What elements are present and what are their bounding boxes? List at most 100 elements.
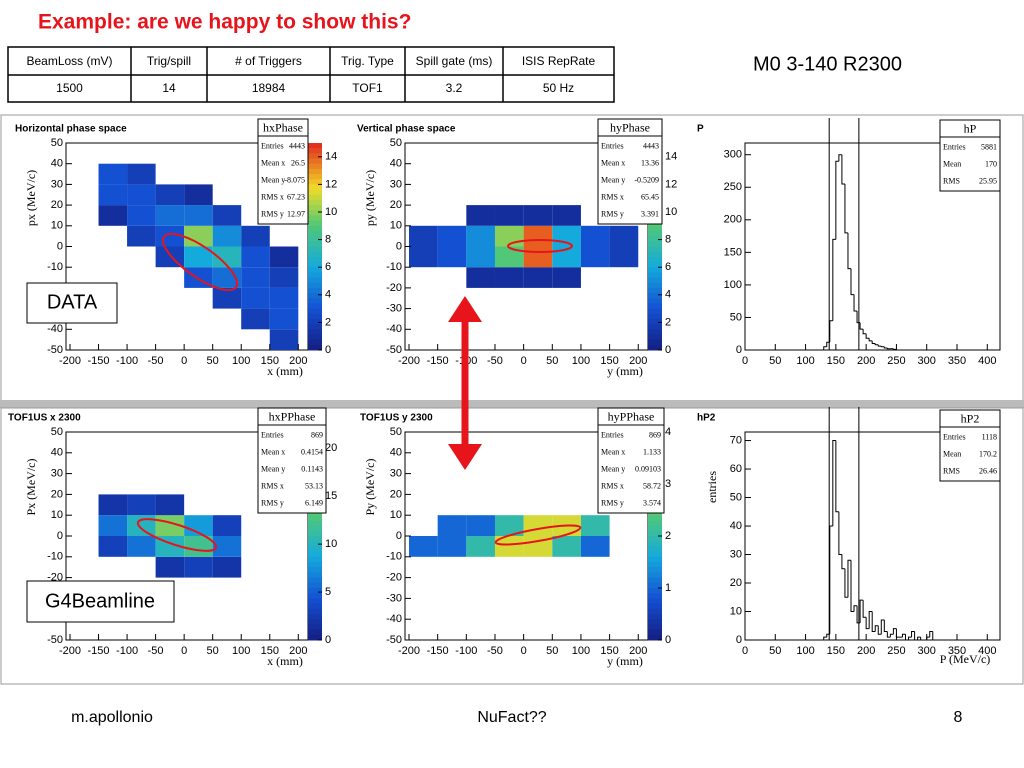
- colorbar-step: [648, 556, 662, 563]
- colorbar-step: [308, 572, 322, 579]
- colorbar-step: [308, 324, 322, 330]
- hist-bin: [847, 559, 851, 598]
- hist-bin: [859, 599, 864, 623]
- ellipse: [507, 239, 573, 253]
- colorbar-step: [308, 303, 322, 310]
- table-header: Trig. Type: [341, 54, 394, 68]
- colorbar-step: [308, 619, 322, 625]
- hist-bin: [868, 338, 873, 342]
- colorbar-step: [648, 530, 662, 537]
- heat-cell: [184, 556, 213, 578]
- heat-cell: [127, 515, 156, 536]
- x-tick-label: 350: [948, 355, 966, 367]
- colorbar-step: [648, 339, 662, 346]
- heat-cell: [437, 515, 467, 536]
- x-tick-label: 0: [181, 355, 187, 367]
- stats-label: Entries: [943, 432, 966, 441]
- colorbar-step: [648, 619, 662, 625]
- heat-cell: [523, 225, 553, 247]
- heat-cell: [212, 556, 242, 578]
- colorbar-step: [648, 308, 662, 315]
- ellipse: [136, 518, 218, 552]
- stats-label: Mean x: [601, 158, 625, 167]
- y-tick-label: 40: [730, 520, 742, 532]
- colorbar-step: [648, 567, 662, 573]
- y-tick-label: 200: [724, 214, 742, 226]
- colorbar-label: 6: [325, 261, 331, 273]
- y-tick-label: 20: [730, 577, 742, 589]
- heat-cell: [580, 225, 610, 247]
- colorbar-step: [648, 546, 662, 553]
- panel: hP2 0 50 100 150 200 250 300 350 400 0 10 20 30 40 50 60…: [697, 407, 1001, 666]
- stats-value: 1118: [982, 432, 997, 441]
- heat-cell: [212, 536, 242, 557]
- colorbar-step: [648, 344, 662, 351]
- stats-box: [939, 409, 1001, 482]
- hist-bin: [862, 329, 867, 335]
- stats-value: 0.09103: [635, 464, 661, 473]
- heat-cell: [184, 515, 213, 536]
- colorbar-step: [308, 267, 322, 273]
- y-tick-label: 0: [396, 530, 402, 542]
- colorbar-step: [648, 515, 662, 521]
- stats-label: Mean x: [601, 447, 625, 456]
- ellipse: [161, 232, 239, 292]
- heat-cell: [127, 184, 156, 206]
- stats-label: Entries: [261, 430, 284, 439]
- stats-value: 170.2: [979, 449, 997, 458]
- footer-center: NuFact??: [477, 709, 546, 726]
- colorbar-step: [308, 339, 322, 346]
- heat-cell: [409, 536, 438, 557]
- overlay: DATA G4Beamline: [26, 232, 582, 623]
- hist-bin: [883, 346, 888, 349]
- heat-cell: [269, 246, 299, 268]
- heat-cell: [241, 267, 270, 288]
- x-tick-label: -50: [148, 645, 164, 657]
- colorbar-step: [308, 215, 322, 222]
- heat-cell: [523, 515, 553, 536]
- footer-left: m.apollonio: [71, 709, 153, 726]
- stats-box: [597, 407, 665, 514]
- x-tick-label: 100: [572, 355, 590, 367]
- y-tick-label: 60: [730, 463, 742, 475]
- colorbar-label: 4: [665, 426, 671, 438]
- x-tick-label: 200: [289, 645, 307, 657]
- stats-label: Mean y: [601, 175, 625, 184]
- stats-box: [257, 118, 309, 225]
- colorbar-step: [648, 318, 662, 325]
- colorbar-step: [308, 163, 322, 170]
- stats-value: 3.391: [641, 209, 659, 218]
- stats-label: Mean: [943, 449, 961, 458]
- heat-cell: [409, 225, 438, 247]
- colorbar-step: [308, 525, 322, 532]
- colorbar-step: [308, 562, 322, 568]
- hist-bin: [862, 600, 867, 618]
- y-tick-label: -30: [386, 592, 402, 604]
- x-tick-label: 200: [629, 355, 647, 367]
- heat-cell: [184, 184, 213, 206]
- colorbar-step: [648, 624, 662, 631]
- heat-cell: [609, 246, 639, 268]
- stats-value: 65.45: [641, 192, 659, 201]
- heat-cell: [155, 184, 185, 206]
- stats-value: 26.5: [291, 158, 305, 167]
- x-tick-label: 50: [546, 355, 558, 367]
- x-tick-label: 300: [918, 645, 936, 657]
- stats-value: 0.4154: [301, 447, 323, 456]
- x-tick-label: 50: [769, 355, 781, 367]
- hist-bin: [823, 346, 827, 350]
- x-tick-label: 150: [600, 355, 618, 367]
- hist-bin: [841, 554, 845, 570]
- colorbar-label: 6: [665, 261, 671, 273]
- colorbar-label: 12: [665, 178, 677, 190]
- y-tick-label: 30: [51, 468, 63, 480]
- stats-value: 53.13: [305, 481, 323, 490]
- colorbar-step: [308, 551, 322, 558]
- colorbar-label: 2: [665, 316, 671, 328]
- hist-bin: [880, 346, 885, 348]
- y-tick-label: -30: [386, 303, 402, 315]
- y-tick-label: -10: [47, 261, 63, 273]
- colorbar-label: 4: [665, 289, 671, 301]
- y-tick-label: 10: [390, 220, 402, 232]
